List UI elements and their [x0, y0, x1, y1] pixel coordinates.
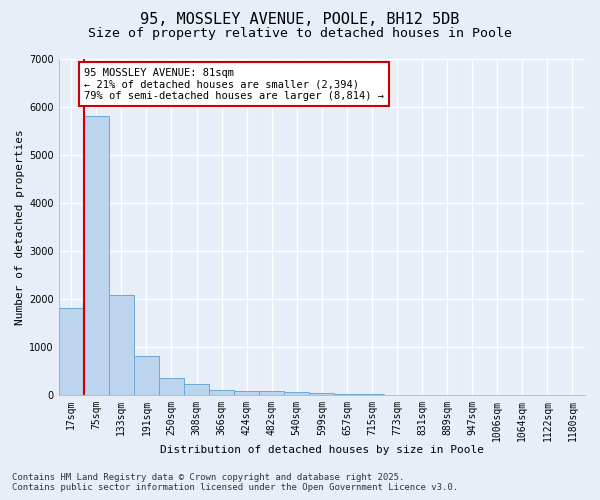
- Y-axis label: Number of detached properties: Number of detached properties: [15, 129, 25, 325]
- Bar: [309, 394, 334, 395]
- Bar: [184, 384, 209, 395]
- Bar: [234, 391, 259, 395]
- Bar: [109, 295, 134, 395]
- Bar: [209, 390, 234, 395]
- Text: Size of property relative to detached houses in Poole: Size of property relative to detached ho…: [88, 28, 512, 40]
- Bar: [159, 378, 184, 395]
- Bar: [259, 392, 284, 395]
- Text: 95, MOSSLEY AVENUE, POOLE, BH12 5DB: 95, MOSSLEY AVENUE, POOLE, BH12 5DB: [140, 12, 460, 28]
- Bar: [59, 308, 84, 395]
- X-axis label: Distribution of detached houses by size in Poole: Distribution of detached houses by size …: [160, 445, 484, 455]
- Text: 95 MOSSLEY AVENUE: 81sqm
← 21% of detached houses are smaller (2,394)
79% of sem: 95 MOSSLEY AVENUE: 81sqm ← 21% of detach…: [84, 68, 384, 101]
- Bar: [134, 356, 159, 395]
- Bar: [84, 116, 109, 395]
- Text: Contains HM Land Registry data © Crown copyright and database right 2025.
Contai: Contains HM Land Registry data © Crown c…: [12, 473, 458, 492]
- Bar: [284, 392, 309, 395]
